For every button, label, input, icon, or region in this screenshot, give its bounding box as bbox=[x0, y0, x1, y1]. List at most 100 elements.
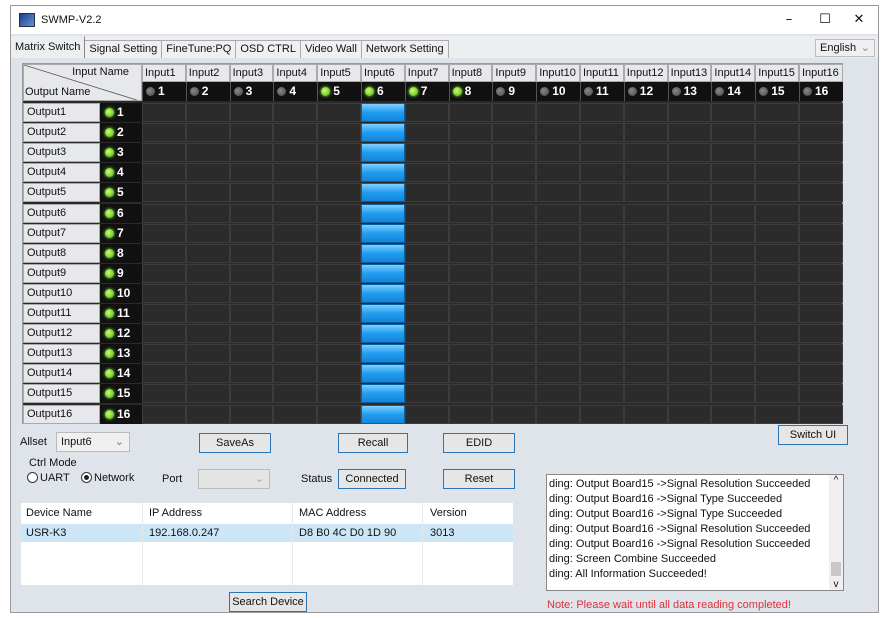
crosspoint[interactable] bbox=[448, 384, 493, 404]
crosspoint[interactable] bbox=[273, 243, 318, 263]
crosspoint[interactable] bbox=[448, 304, 493, 323]
crosspoint[interactable] bbox=[185, 263, 230, 283]
output-number[interactable]: 5 bbox=[100, 183, 142, 203]
crosspoint[interactable] bbox=[623, 324, 668, 344]
tab-video-wall[interactable]: Video Wall bbox=[300, 40, 362, 58]
output-number[interactable]: 12 bbox=[100, 324, 142, 344]
crosspoint[interactable] bbox=[623, 243, 668, 263]
output-label[interactable]: Output11 bbox=[23, 304, 100, 323]
saveas-button[interactable]: SaveAs bbox=[199, 433, 271, 453]
crosspoint[interactable] bbox=[580, 384, 624, 404]
tab-signal-setting[interactable]: Signal Setting bbox=[85, 40, 163, 58]
crosspoint[interactable] bbox=[404, 344, 449, 364]
crosspoint[interactable] bbox=[492, 123, 537, 143]
input-header[interactable]: Input11 bbox=[580, 64, 624, 82]
crosspoint[interactable] bbox=[185, 203, 230, 223]
crosspoint[interactable] bbox=[623, 123, 668, 143]
crosspoint[interactable] bbox=[536, 324, 580, 344]
crosspoint[interactable] bbox=[755, 324, 799, 344]
crosspoint[interactable] bbox=[229, 103, 274, 122]
crosspoint[interactable] bbox=[229, 143, 274, 163]
crosspoint[interactable] bbox=[404, 103, 449, 122]
output-label[interactable]: Output10 bbox=[23, 283, 100, 303]
crosspoint[interactable] bbox=[185, 304, 230, 323]
crosspoint[interactable] bbox=[492, 304, 537, 323]
input-number[interactable]: 13 bbox=[667, 82, 712, 101]
crosspoint[interactable] bbox=[711, 344, 756, 364]
crosspoint[interactable] bbox=[580, 203, 624, 223]
crosspoint[interactable] bbox=[799, 384, 843, 404]
crosspoint[interactable] bbox=[448, 283, 493, 303]
input-number[interactable]: 12 bbox=[623, 82, 668, 101]
crosspoint[interactable] bbox=[273, 263, 318, 283]
output-number[interactable]: 16 bbox=[100, 404, 142, 424]
crosspoint[interactable] bbox=[492, 324, 537, 344]
crosspoint[interactable] bbox=[711, 143, 756, 163]
crosspoint[interactable] bbox=[623, 103, 668, 122]
crosspoint[interactable] bbox=[799, 223, 843, 243]
crosspoint[interactable] bbox=[185, 364, 230, 384]
input-number[interactable]: 3 bbox=[229, 82, 274, 101]
input-header[interactable]: Input3 bbox=[229, 64, 274, 82]
crosspoint[interactable] bbox=[229, 203, 274, 223]
crosspoint[interactable] bbox=[580, 183, 624, 203]
crosspoint[interactable] bbox=[229, 404, 274, 424]
crosspoint[interactable] bbox=[492, 223, 537, 243]
input-header[interactable]: Input9 bbox=[492, 64, 537, 82]
crosspoint[interactable] bbox=[492, 183, 537, 203]
input-header[interactable]: Input7 bbox=[404, 64, 449, 82]
crosspoint[interactable] bbox=[404, 223, 449, 243]
crosspoint[interactable] bbox=[229, 324, 274, 344]
output-number[interactable]: 11 bbox=[100, 304, 142, 323]
crosspoint[interactable] bbox=[799, 324, 843, 344]
crosspoint[interactable] bbox=[404, 123, 449, 143]
crosspoint[interactable] bbox=[536, 283, 580, 303]
crosspoint[interactable] bbox=[448, 203, 493, 223]
crosspoint[interactable] bbox=[799, 203, 843, 223]
output-label[interactable]: Output4 bbox=[23, 163, 100, 183]
crosspoint[interactable] bbox=[667, 243, 712, 263]
input-header[interactable]: Input15 bbox=[755, 64, 799, 82]
crosspoint[interactable] bbox=[667, 364, 712, 384]
crosspoint[interactable] bbox=[142, 404, 186, 424]
crosspoint[interactable] bbox=[142, 263, 186, 283]
crosspoint[interactable] bbox=[273, 163, 318, 183]
crosspoint-active[interactable] bbox=[361, 123, 405, 143]
crosspoint[interactable] bbox=[273, 283, 318, 303]
input-header[interactable]: Input10 bbox=[536, 64, 580, 82]
edid-button[interactable]: EDID bbox=[443, 433, 515, 453]
crosspoint[interactable] bbox=[273, 223, 318, 243]
crosspoint[interactable] bbox=[580, 223, 624, 243]
crosspoint[interactable] bbox=[448, 223, 493, 243]
crosspoint[interactable] bbox=[623, 404, 668, 424]
crosspoint[interactable] bbox=[317, 404, 361, 424]
output-number[interactable]: 1 bbox=[100, 103, 142, 122]
crosspoint[interactable] bbox=[448, 123, 493, 143]
crosspoint[interactable] bbox=[580, 243, 624, 263]
crosspoint[interactable] bbox=[623, 384, 668, 404]
crosspoint[interactable] bbox=[536, 344, 580, 364]
crosspoint[interactable] bbox=[185, 123, 230, 143]
crosspoint[interactable] bbox=[142, 384, 186, 404]
language-select[interactable]: English ⌄ bbox=[815, 39, 875, 57]
crosspoint[interactable] bbox=[404, 143, 449, 163]
crosspoint[interactable] bbox=[580, 324, 624, 344]
crosspoint[interactable] bbox=[492, 384, 537, 404]
input-header[interactable]: Input4 bbox=[273, 64, 318, 82]
search-device-button[interactable]: Search Device bbox=[229, 592, 307, 612]
crosspoint[interactable] bbox=[404, 283, 449, 303]
crosspoint[interactable] bbox=[229, 183, 274, 203]
crosspoint[interactable] bbox=[273, 123, 318, 143]
crosspoint[interactable] bbox=[667, 183, 712, 203]
crosspoint[interactable] bbox=[623, 304, 668, 323]
crosspoint[interactable] bbox=[229, 223, 274, 243]
crosspoint[interactable] bbox=[711, 183, 756, 203]
recall-button[interactable]: Recall bbox=[338, 433, 408, 453]
crosspoint[interactable] bbox=[448, 324, 493, 344]
crosspoint[interactable] bbox=[580, 263, 624, 283]
scroll-up-icon[interactable]: ^ bbox=[833, 475, 839, 486]
crosspoint[interactable] bbox=[185, 103, 230, 122]
crosspoint-active[interactable] bbox=[361, 304, 405, 323]
crosspoint[interactable] bbox=[229, 364, 274, 384]
crosspoint[interactable] bbox=[317, 163, 361, 183]
